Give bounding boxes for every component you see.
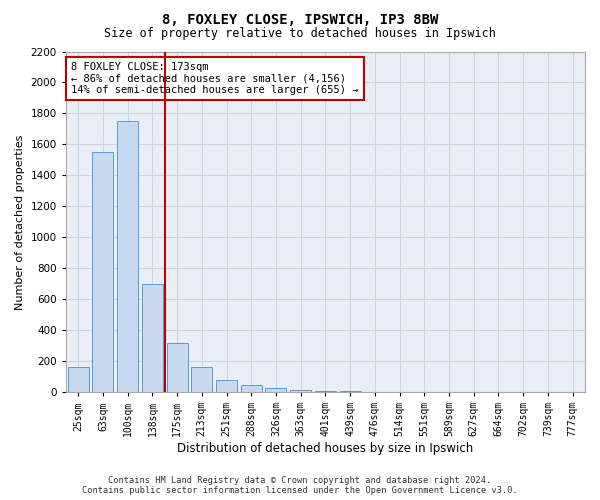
Bar — [68, 368, 89, 392]
Bar — [315, 390, 336, 392]
Bar — [265, 388, 286, 392]
Bar — [117, 121, 138, 392]
Bar — [290, 390, 311, 392]
Text: Contains HM Land Registry data © Crown copyright and database right 2024.
Contai: Contains HM Land Registry data © Crown c… — [82, 476, 518, 495]
Text: 8, FOXLEY CLOSE, IPSWICH, IP3 8BW: 8, FOXLEY CLOSE, IPSWICH, IP3 8BW — [162, 12, 438, 26]
X-axis label: Distribution of detached houses by size in Ipswich: Distribution of detached houses by size … — [177, 442, 473, 455]
Y-axis label: Number of detached properties: Number of detached properties — [15, 134, 25, 310]
Bar — [167, 342, 188, 392]
Bar — [92, 152, 113, 392]
Bar — [142, 284, 163, 392]
Text: Size of property relative to detached houses in Ipswich: Size of property relative to detached ho… — [104, 28, 496, 40]
Bar — [241, 385, 262, 392]
Bar — [191, 368, 212, 392]
Bar — [216, 380, 237, 392]
Text: 8 FOXLEY CLOSE: 173sqm
← 86% of detached houses are smaller (4,156)
14% of semi-: 8 FOXLEY CLOSE: 173sqm ← 86% of detached… — [71, 62, 359, 95]
